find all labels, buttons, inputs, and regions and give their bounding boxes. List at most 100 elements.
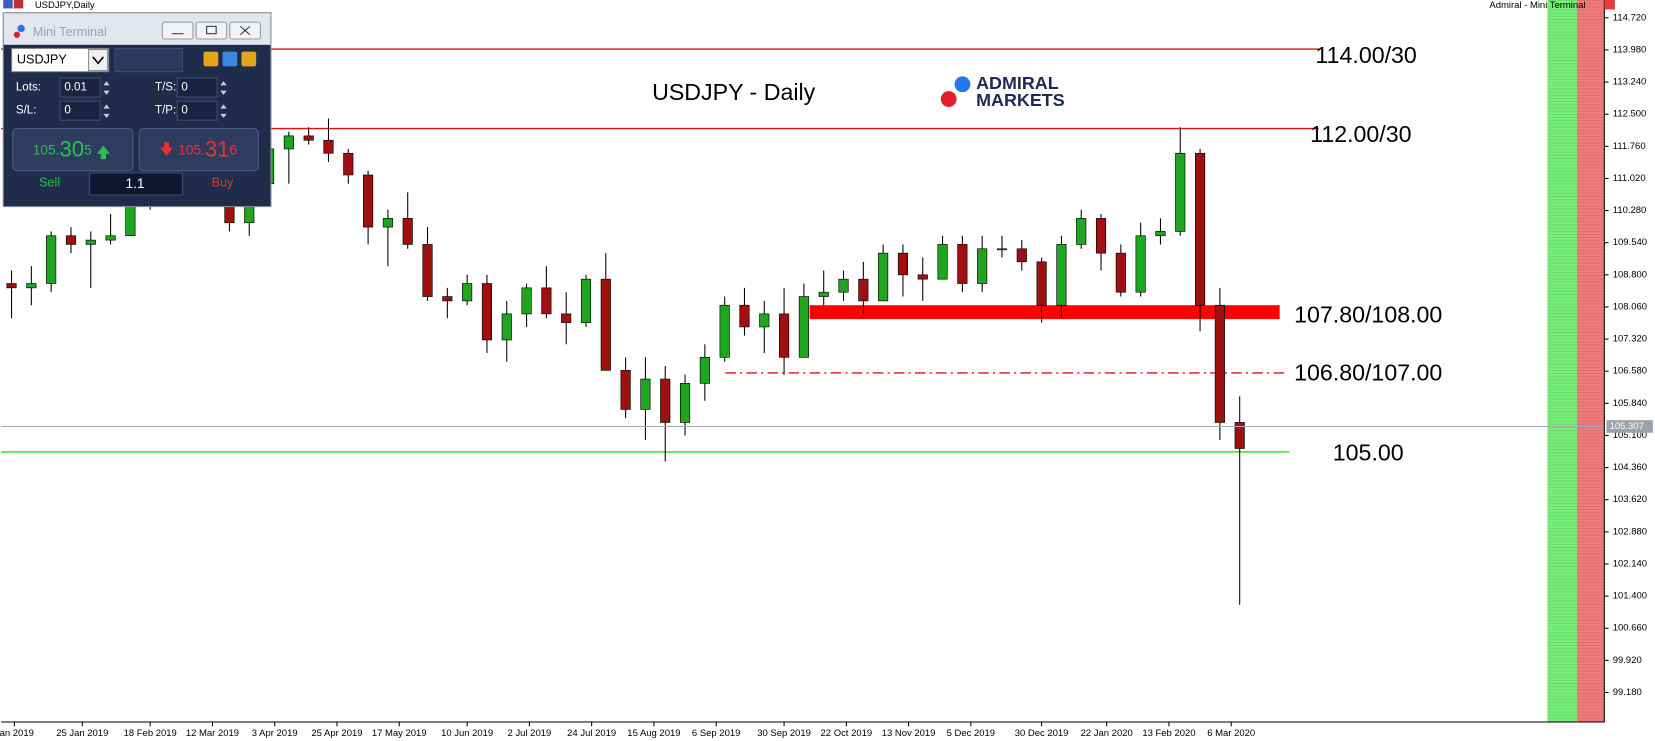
candle-body xyxy=(501,313,512,341)
ts-input[interactable] xyxy=(176,77,218,98)
candle-body xyxy=(283,135,294,150)
restore-button[interactable] xyxy=(195,21,228,40)
spinner[interactable] xyxy=(103,104,110,119)
candle-body xyxy=(1234,422,1245,449)
spread-box xyxy=(89,172,183,196)
candle-body xyxy=(382,218,393,228)
x-tick-label: 22 Oct 2019 xyxy=(821,728,873,739)
tool-button[interactable] xyxy=(241,51,257,67)
close-icon xyxy=(240,25,251,36)
indicator-stripes xyxy=(1547,0,1577,723)
ts-value: 0 xyxy=(181,82,187,94)
x-tick-label: 13 Feb 2020 xyxy=(1142,728,1195,739)
y-tick-label: 111.020 xyxy=(1613,173,1646,184)
candle-body xyxy=(1016,248,1027,263)
level-label: 106.80/107.00 xyxy=(1294,359,1442,385)
spinner[interactable] xyxy=(220,81,227,95)
candle-body xyxy=(1056,244,1067,306)
x-tick-label: Jan 2019 xyxy=(0,728,34,739)
x-tick-label: 30 Dec 2019 xyxy=(1015,728,1069,739)
spinner[interactable] xyxy=(220,104,227,119)
y-tick-label: 99.920 xyxy=(1613,655,1642,666)
x-tick-label: 13 Nov 2019 xyxy=(882,728,936,739)
level-label: 105.00 xyxy=(1333,439,1404,465)
candle-body xyxy=(521,287,532,315)
x-tick-label: 17 May 2019 xyxy=(372,728,427,739)
current-price-label: 105.307 xyxy=(1610,421,1644,432)
terminal-icon xyxy=(13,31,21,38)
x-tick-label: 15 Aug 2019 xyxy=(627,728,680,739)
sell-price: 105.305 xyxy=(33,137,92,162)
sell-label: Sell xyxy=(39,176,60,190)
logo-dot xyxy=(954,76,971,93)
candle-body xyxy=(1135,235,1146,293)
candle-body xyxy=(1095,218,1107,254)
x-tick-label: 5 Dec 2019 xyxy=(947,728,995,739)
candle-body xyxy=(580,278,592,323)
candle-body xyxy=(1036,261,1047,306)
y-tick-label: 109.540 xyxy=(1613,237,1647,248)
candle-body xyxy=(818,291,829,297)
minimize-button[interactable] xyxy=(161,21,194,40)
buy-button[interactable] xyxy=(138,128,259,172)
y-tick-label: 105.100 xyxy=(1613,430,1647,441)
y-tick-label: 100.660 xyxy=(1613,623,1647,634)
candle-body xyxy=(323,139,334,154)
sell-button[interactable] xyxy=(12,128,134,172)
caption-icon xyxy=(13,0,24,9)
y-tick-label: 108.060 xyxy=(1613,301,1647,312)
level-label: 107.80/108.00 xyxy=(1294,301,1442,327)
candle-body xyxy=(897,252,908,276)
candle-body xyxy=(561,313,572,323)
y-tick-label: 103.620 xyxy=(1613,494,1647,505)
indicator-stripes xyxy=(1576,0,1605,723)
lots-value: 0.01 xyxy=(64,82,87,94)
candle-body xyxy=(798,296,809,358)
tool-button[interactable] xyxy=(203,51,219,67)
candle-body xyxy=(65,235,77,245)
tp-input[interactable] xyxy=(176,100,218,121)
tp-value: 0 xyxy=(181,105,187,117)
x-tick-label: 24 Jul 2019 xyxy=(567,728,616,739)
symbol: USDJPY xyxy=(17,52,67,66)
candle-body xyxy=(977,248,988,284)
candle-body xyxy=(620,370,631,410)
lots-input[interactable] xyxy=(59,77,101,98)
tp-label: T/P: xyxy=(155,105,176,117)
dropdown-arrow xyxy=(92,56,104,65)
terminal-icon xyxy=(17,24,25,33)
candle-body xyxy=(739,304,750,328)
candle-body xyxy=(838,278,849,293)
caption-icon xyxy=(3,0,13,9)
up-arrow xyxy=(97,145,110,160)
candle-body xyxy=(1155,231,1166,237)
buy-label: Buy xyxy=(212,176,234,190)
spinner[interactable] xyxy=(103,81,110,95)
y-tick-label: 112.500 xyxy=(1613,109,1647,120)
dropdown-button[interactable] xyxy=(88,49,109,72)
candle-body xyxy=(779,313,790,358)
x-tick-label: 18 Feb 2019 xyxy=(124,728,177,739)
candle-body xyxy=(640,378,651,410)
y-tick-label: 111.760 xyxy=(1613,141,1646,152)
candle-body xyxy=(1115,252,1126,293)
candle-body xyxy=(85,239,96,245)
candle-body xyxy=(660,378,671,423)
level-band xyxy=(809,305,1280,320)
candle-body xyxy=(481,283,493,341)
window-caption: Admiral - Mini Terminal xyxy=(1489,0,1585,11)
symbol-select[interactable] xyxy=(11,47,110,73)
candle-body xyxy=(303,135,314,141)
candle-body xyxy=(699,357,710,384)
settings-button[interactable] xyxy=(222,51,238,67)
y-tick-label: 104.360 xyxy=(1613,462,1647,473)
candle-body xyxy=(541,287,552,315)
buy-price: 105.316 xyxy=(178,137,237,162)
sl-input[interactable] xyxy=(59,100,101,121)
restore-icon xyxy=(206,25,217,35)
candle-body xyxy=(363,174,374,228)
sl-label: S/L: xyxy=(16,105,37,117)
x-tick-label: 25 Jan 2019 xyxy=(56,728,108,739)
ts-label: T/S: xyxy=(155,82,176,94)
